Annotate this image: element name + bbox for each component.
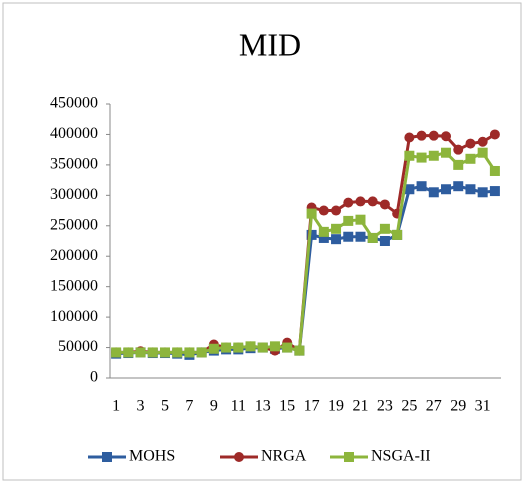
x-tick-label: 15 [279, 398, 295, 415]
data-point [465, 153, 476, 164]
data-point [428, 130, 439, 141]
data-point [318, 205, 329, 216]
data-point [489, 129, 500, 140]
data-point [245, 341, 256, 352]
data-point [404, 184, 415, 195]
data-point [489, 165, 500, 176]
y-tick-label: 250000 [50, 216, 98, 233]
data-point [441, 147, 452, 158]
y-tick-label: 300000 [50, 186, 98, 203]
data-point [294, 345, 305, 356]
data-point [392, 229, 403, 240]
legend-marker [234, 452, 244, 462]
x-tick-label: 3 [137, 398, 145, 415]
data-point [196, 347, 207, 358]
data-point [257, 342, 268, 353]
y-tick-label: 100000 [50, 308, 98, 325]
legend-label: NRGA [261, 448, 307, 465]
x-tick-label: 29 [450, 398, 466, 415]
data-point [404, 150, 415, 161]
x-tick-label: 11 [231, 398, 246, 415]
data-point [477, 136, 488, 147]
data-point [233, 342, 244, 353]
x-tick-label: 1 [112, 398, 120, 415]
data-point [477, 187, 488, 198]
data-point [172, 347, 183, 358]
data-point [135, 347, 146, 358]
y-tick-label: 200000 [50, 247, 98, 264]
x-tick-label: 7 [185, 398, 193, 415]
y-tick-label: 400000 [50, 125, 98, 142]
data-point [208, 343, 219, 354]
y-tick-label: 450000 [50, 95, 98, 112]
y-tick-label: 150000 [50, 277, 98, 294]
data-point [111, 347, 122, 358]
x-tick-label: 13 [255, 398, 271, 415]
x-tick-label: 23 [377, 398, 393, 415]
chart-title: MID [239, 26, 301, 62]
data-point [453, 159, 464, 170]
x-tick-label: 19 [328, 398, 344, 415]
data-point [489, 186, 500, 197]
data-point [379, 199, 390, 210]
data-point [318, 226, 329, 237]
data-point [269, 341, 280, 352]
data-point [453, 144, 464, 155]
y-tick-label: 350000 [50, 156, 98, 173]
legend-marker [344, 452, 354, 462]
data-point [367, 196, 378, 207]
data-point [331, 205, 342, 216]
x-tick-label: 5 [161, 398, 169, 415]
data-point [147, 347, 158, 358]
y-tick-label: 50000 [58, 338, 98, 355]
data-point [355, 231, 366, 242]
data-point [331, 223, 342, 234]
x-tick-label: 9 [210, 398, 218, 415]
data-point [159, 347, 170, 358]
data-point [343, 215, 354, 226]
x-tick-label: 25 [401, 398, 417, 415]
data-point [477, 147, 488, 158]
data-point [367, 232, 378, 243]
legend-label: MOHS [129, 448, 175, 465]
y-tick-label: 0 [90, 369, 98, 386]
data-point [465, 184, 476, 195]
data-point [355, 214, 366, 225]
data-point [428, 187, 439, 198]
data-point [453, 181, 464, 192]
data-point [416, 181, 427, 192]
data-point [416, 130, 427, 141]
x-tick-label: 31 [475, 398, 491, 415]
data-point [184, 347, 195, 358]
data-point [355, 196, 366, 207]
data-point [343, 197, 354, 208]
legend-marker [102, 452, 112, 462]
data-point [428, 150, 439, 161]
data-point [465, 138, 476, 149]
data-point [416, 152, 427, 163]
data-point [306, 208, 317, 219]
chart-border [2, 2, 522, 481]
data-point [404, 132, 415, 143]
x-tick-label: 27 [426, 398, 442, 415]
x-tick-label: 17 [304, 398, 320, 415]
data-point [441, 131, 452, 142]
data-point [441, 184, 452, 195]
data-point [379, 223, 390, 234]
legend-label: NSGA-II [371, 448, 431, 465]
data-point [221, 342, 232, 353]
data-point [343, 231, 354, 242]
data-point [379, 236, 390, 246]
data-point [123, 347, 134, 358]
data-point [331, 234, 342, 245]
x-tick-label: 21 [352, 398, 368, 415]
data-point [282, 342, 293, 353]
